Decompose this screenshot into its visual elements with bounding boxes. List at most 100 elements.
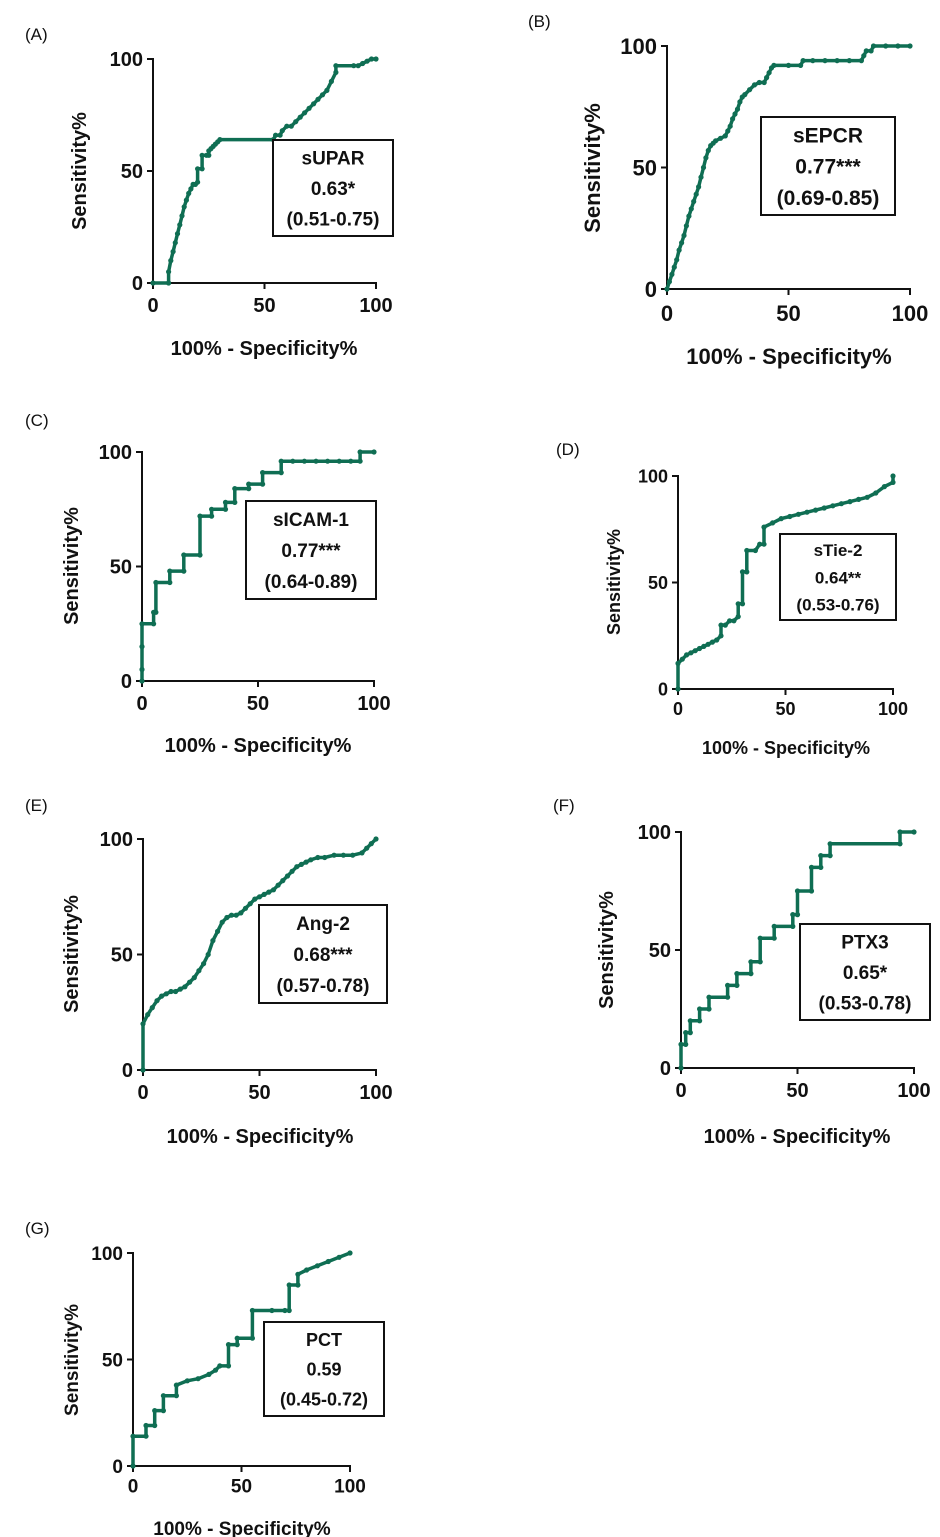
x-axis-title: 100% - Specificity% [686,344,891,369]
roc-point [170,249,176,255]
auc-box [799,923,931,1021]
roc-point [676,247,682,253]
roc-point [168,988,174,995]
roc-point [286,1307,292,1314]
y-tick-label: 50 [111,945,133,967]
panel-label: (G) [25,1219,50,1238]
x-axis-title: 100% - Specificity% [171,338,358,360]
roc-point [683,1030,689,1036]
roc-point [813,507,819,513]
roc-point [675,660,681,667]
roc-point [331,852,337,858]
roc-point [739,569,746,575]
y-axis-title: Sensitivity% [69,112,91,230]
roc-point [166,269,172,275]
x-tick-label: 50 [776,301,800,326]
roc-point [319,92,326,98]
roc-point [911,829,917,835]
roc-point [679,240,685,246]
x-axis-title: 100% - Specificity% [704,1126,891,1148]
auc-box [263,1321,385,1417]
roc-point [858,58,865,64]
roc-point [718,633,724,639]
roc-point [199,152,205,158]
roc-point [856,496,862,502]
roc-point [280,878,286,884]
roc-point [303,859,309,865]
x-tick-label: 50 [248,1082,270,1104]
y-tick-label: 100 [620,34,657,59]
roc-point [357,449,363,455]
roc-point [286,1282,292,1288]
panel-label: (B) [528,12,551,31]
roc-point [681,232,687,239]
y-axis-title: Sensitivity% [61,895,83,1013]
y-axis-title: Sensitivity% [62,1304,83,1416]
roc-point [810,58,816,64]
roc-point [722,622,728,628]
roc-point [266,889,272,895]
y-tick-label: 0 [660,1058,671,1080]
auc-box [245,500,377,600]
roc-point [222,506,229,512]
roc-point [821,505,827,511]
roc-point [731,618,737,624]
roc-point [139,644,145,650]
roc-point [278,470,284,476]
roc-point [757,959,763,965]
roc-point [196,968,202,974]
roc-point [683,1041,689,1047]
roc-point [800,58,806,64]
roc-point [149,1005,155,1011]
roc-point [696,645,703,652]
roc-point [139,621,145,627]
roc-panel-d: (D) 0 50 100 0 50 100 100% - Specificity% Sensit… [556,440,908,758]
roc-point [246,481,252,487]
roc-point [168,258,174,264]
x-tick-label: 0 [147,295,158,317]
roc-point [360,60,366,67]
roc-point [890,473,896,479]
roc-point [688,206,694,212]
roc-point [678,1041,684,1047]
x-tick-label: 100 [357,693,390,715]
auc-ci: (0.53-0.78) [819,993,912,1014]
roc-point [679,656,685,662]
x-tick-label: 100 [897,1080,930,1102]
roc-point [139,666,145,673]
roc-point [692,648,698,654]
roc-point [140,1067,146,1073]
x-tick-label: 0 [661,301,673,326]
roc-point [277,132,283,138]
roc-point [696,184,702,190]
roc-point [684,652,690,658]
y-tick-label: 0 [658,679,668,699]
roc-point [766,70,772,76]
roc-point [172,240,178,246]
roc-point [722,133,728,139]
roc-point [197,513,203,519]
y-axis-title: Sensitivity% [596,891,618,1009]
roc-point [808,864,815,871]
roc-point [205,951,211,958]
roc-point [666,279,673,285]
roc-point [336,1254,342,1260]
roc-point [744,547,750,554]
roc-point [242,905,249,911]
roc-point [284,123,290,129]
roc-point [664,286,670,292]
y-tick-label: 100 [91,1244,123,1265]
roc-point [322,854,328,861]
roc-point [357,458,363,464]
roc-point [324,87,330,93]
roc-point [752,547,759,554]
roc-point [130,1433,136,1439]
roc-point [222,499,229,505]
roc-point [279,128,285,134]
roc-point [770,520,776,526]
roc-point [725,994,731,1000]
marker-name: sICAM-1 [273,510,349,531]
roc-point [683,223,690,229]
auc-box [258,904,388,1004]
